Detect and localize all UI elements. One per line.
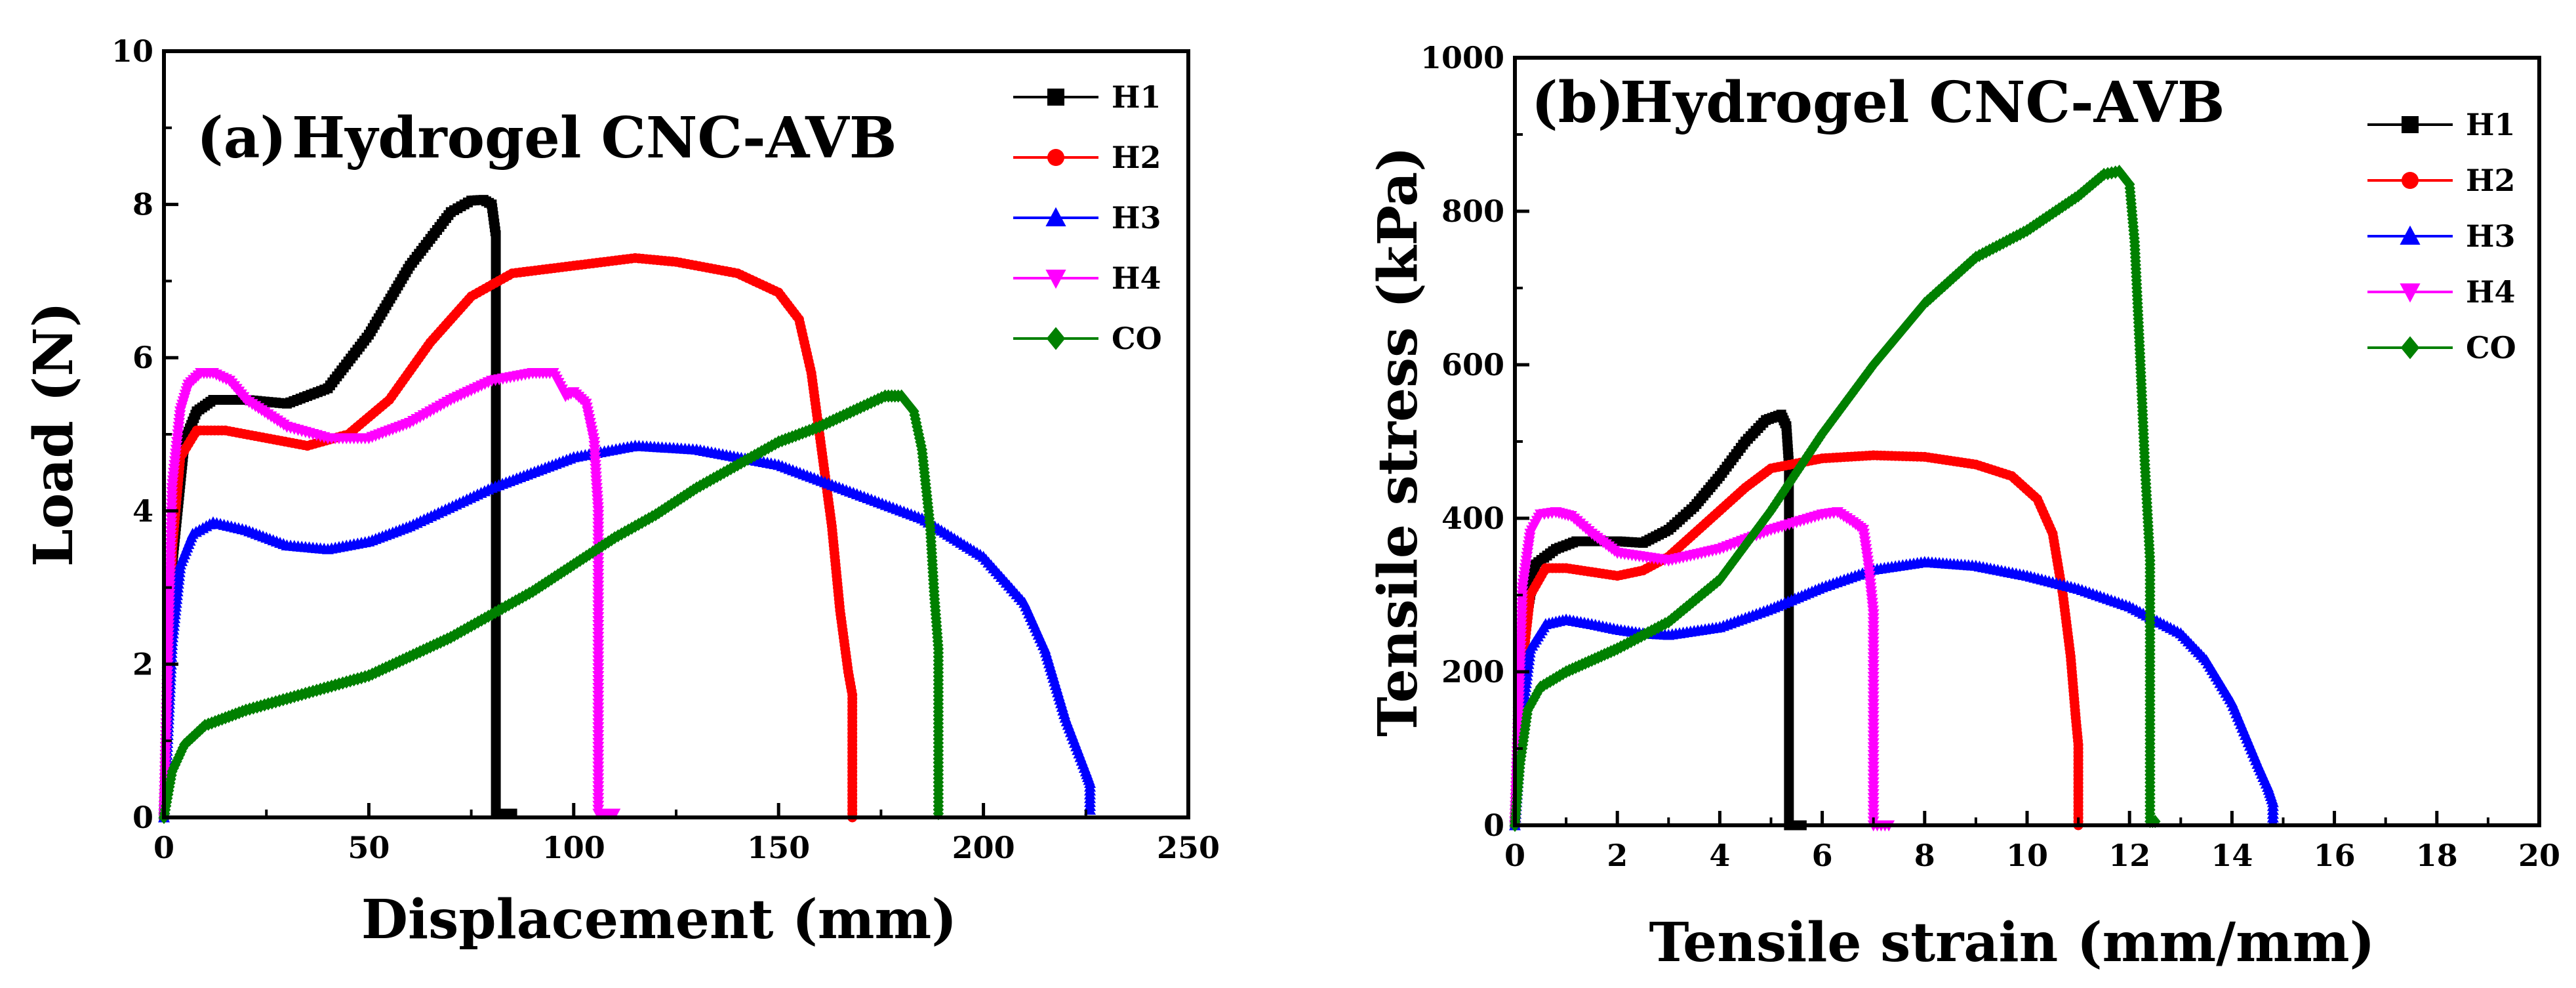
panel-a-ticks: 0 50 100 150 200 250 0 2 4 6 8 10: [111, 33, 1220, 865]
panel-a-legend-item-h1: H1: [1013, 79, 1161, 115]
panel-a-series-co: [158, 389, 944, 825]
panel-b-series-layer: [1509, 165, 2279, 833]
panel-a-legend-marker: [1045, 207, 1066, 226]
panel-b-x-tick-label: 4: [1709, 838, 1730, 873]
panel-b-legend-label-h3: H3: [2466, 218, 2515, 254]
panel-a-y-tick-label: 4: [132, 493, 153, 529]
panel-b-legend-item-h4: H4: [2367, 274, 2515, 310]
panel-a-legend: H1 H2 H3 H4 CO: [1013, 79, 1162, 356]
panel-b-legend-item-h1: H1: [2367, 107, 2515, 142]
panel-a-y-tick-label: 2: [132, 646, 153, 682]
panel-b-x-tick-label: 2: [1607, 838, 1628, 873]
panel-b-legend-marker: [2402, 172, 2419, 189]
panel-a-legend-label-h4: H4: [1112, 260, 1161, 296]
panel-b-series-h3-line: [1514, 561, 2274, 826]
panel-b-legend-label-co: CO: [2466, 330, 2516, 365]
panel-b-series-h4: [1509, 507, 1895, 832]
panel-a-series-h3-line: [163, 444, 1091, 818]
panel-a-title: Hydrogel CNC-AVB: [292, 105, 897, 171]
panel-a-legend-marker: [1047, 89, 1064, 106]
panel-a-series-h3: [158, 440, 1097, 823]
panel-b-x-tick-label: 8: [1914, 838, 1935, 873]
panel-b-y-tick-label: 200: [1441, 654, 1504, 690]
panel-b-x-tick-label: 6: [1812, 838, 1833, 873]
panel-a-y-tick-label: 8: [132, 187, 153, 222]
panel-b-x-tick-label: 18: [2416, 838, 2458, 873]
panel-a-legend-item-h2: H2: [1013, 140, 1161, 175]
panel-b-plot-frame: [1513, 56, 2541, 827]
panel-b-x-tick-label: 0: [1504, 838, 1525, 873]
panel-b-series-h3-markers: [1509, 556, 2279, 831]
panel-b-y-tick-label: 1000: [1420, 40, 1504, 75]
panel-b-y-tick-label: 0: [1483, 808, 1504, 843]
panel-a-legend-label-h2: H2: [1112, 140, 1161, 175]
panel-b-series-h2-line: [1514, 454, 2080, 826]
panel-a-y-axis-label: Load (N): [22, 302, 85, 567]
panel-b-series-h2-markers: [1510, 450, 2083, 831]
panel-b-y-tick-label: 600: [1441, 347, 1504, 382]
panel-a-x-tick-label: 250: [1157, 830, 1220, 865]
panel-a-x-tick-label: 50: [348, 830, 390, 865]
panel-a-x-axis-label: Displacement (mm): [361, 888, 957, 951]
panel-b-series-h3: [1509, 556, 2279, 831]
panel-b-x-tick-label: 14: [2211, 838, 2253, 873]
panel-a-x-tick-label: 150: [747, 830, 810, 865]
panel-b-x-axis-label: Tensile strain (mm/mm): [1649, 911, 2375, 974]
panel-a-y-tick-label: 10: [111, 33, 153, 69]
panel-b-legend-item-co: CO: [2367, 330, 2516, 365]
panel-b-legend: H1 H2 H3 H4 CO: [2367, 107, 2516, 365]
panel-a-legend-item-co: CO: [1013, 321, 1162, 356]
panel-a-legend-item-h4: H4: [1013, 260, 1161, 296]
panel-a-series-h1: [159, 195, 517, 823]
panel-a-series-h2-markers: [159, 253, 858, 823]
panel-a-legend-label-h1: H1: [1112, 79, 1161, 115]
panel-a-y-tick-label: 6: [132, 340, 153, 375]
panel-b-legend-label-h2: H2: [2466, 163, 2515, 198]
panel-a-tag: (a): [197, 105, 287, 171]
panel-b-y-tick-label: 800: [1441, 194, 1504, 229]
panel-b-legend-marker: [2400, 283, 2421, 303]
panel-a-series-h3-markers: [158, 440, 1097, 823]
panel-a-y-tick-label: 0: [132, 800, 153, 835]
panel-b-legend-marker: [2402, 116, 2419, 133]
panel-b-x-tick-label: 20: [2518, 838, 2560, 873]
panel-a-load-displacement-chart: 0 50 100 150 200 250 0 2 4 6 8 10 (a) Hydrogel CNC-…: [22, 33, 1220, 951]
panel-a-x-tick-label: 100: [542, 830, 605, 865]
panel-a-series-h4-line: [163, 372, 615, 818]
panel-b-legend-item-h2: H2: [2367, 163, 2515, 198]
panel-a-series-h4: [158, 368, 621, 824]
panel-b-legend-item-h3: H3: [2367, 218, 2515, 254]
panel-a-legend-marker: [1047, 149, 1064, 166]
panel-a-series-h2: [159, 253, 858, 823]
panel-b-tag: (b): [1531, 70, 1624, 136]
panel-b-legend-label-h1: H1: [2466, 107, 2515, 142]
panel-b-legend-label-h4: H4: [2466, 274, 2515, 310]
panel-b-series-h1: [1510, 409, 1807, 831]
panel-b-title: Hydrogel CNC-AVB: [1620, 70, 2225, 136]
panel-a-series-h4-markers: [158, 368, 621, 824]
panel-a-legend-item-h3: H3: [1013, 200, 1161, 236]
panel-b-series-co-markers: [1509, 165, 2161, 833]
panel-b-series-co-line: [1514, 170, 2156, 826]
panel-b-series-h2: [1510, 450, 2083, 831]
panel-a-legend-marker: [1045, 270, 1066, 289]
panel-a-x-tick-label: 200: [952, 830, 1015, 865]
panel-b-legend-marker: [2400, 225, 2421, 245]
panel-b-x-tick-label: 10: [2006, 838, 2048, 873]
panel-a-legend-label-co: CO: [1112, 321, 1162, 356]
panel-b-legend-marker: [2400, 336, 2420, 360]
panel-a-legend-marker: [1046, 327, 1066, 350]
panel-a-legend-label-h3: H3: [1112, 200, 1161, 236]
panel-b-x-tick-label: 16: [2314, 838, 2356, 873]
panel-b-x-tick-label: 12: [2108, 838, 2150, 873]
panel-b-y-tick-label: 400: [1441, 501, 1504, 536]
panel-a-series-layer: [158, 195, 1097, 825]
panel-b-y-axis-label: Tensile stress (kPa): [1367, 146, 1430, 737]
panel-a-x-tick-label: 0: [153, 830, 174, 865]
panel-b-series-co: [1509, 165, 2161, 833]
